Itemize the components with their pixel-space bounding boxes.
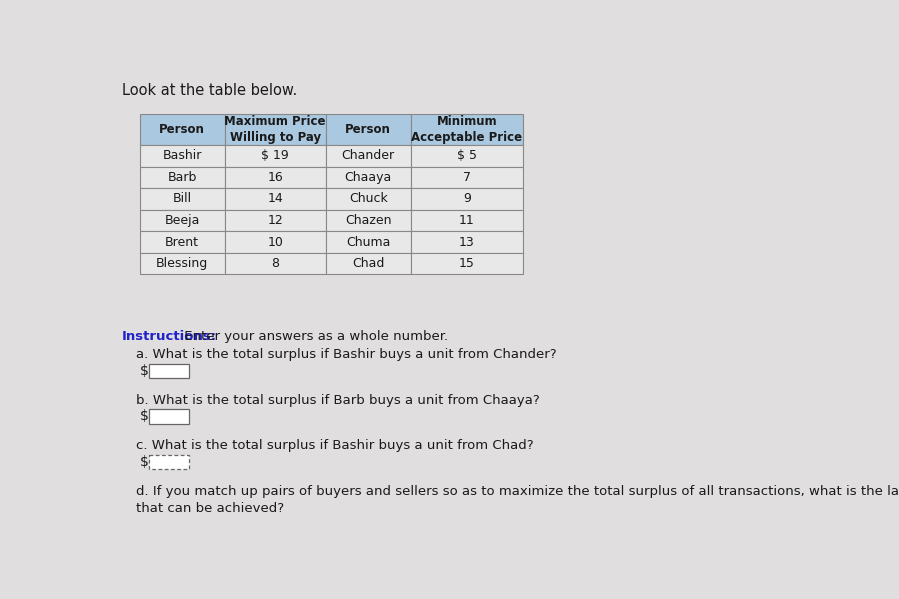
- Text: Minimum
Acceptable Price: Minimum Acceptable Price: [412, 115, 522, 144]
- Bar: [225, 231, 325, 253]
- Text: $ 19: $ 19: [262, 149, 289, 162]
- Text: Person: Person: [345, 123, 391, 136]
- Bar: [325, 114, 411, 145]
- Text: Chuck: Chuck: [349, 192, 387, 205]
- Bar: [411, 210, 523, 231]
- Bar: [225, 210, 325, 231]
- Bar: [225, 114, 325, 145]
- Text: 10: 10: [267, 235, 283, 249]
- Bar: [149, 455, 189, 469]
- Text: 16: 16: [267, 171, 283, 184]
- Text: $: $: [139, 410, 148, 423]
- Bar: [325, 188, 411, 210]
- Text: 7: 7: [463, 171, 471, 184]
- Text: 9: 9: [463, 192, 471, 205]
- Text: Blessing: Blessing: [156, 257, 209, 270]
- Bar: [411, 253, 523, 274]
- Bar: [411, 145, 523, 167]
- Bar: [325, 145, 411, 167]
- Bar: [139, 253, 225, 274]
- Bar: [139, 167, 225, 188]
- Text: Chaaya: Chaaya: [344, 171, 392, 184]
- Text: 8: 8: [271, 257, 279, 270]
- Bar: [411, 167, 523, 188]
- Text: b. What is the total surplus if Barb buys a unit from Chaaya?: b. What is the total surplus if Barb buy…: [136, 394, 539, 407]
- Text: Barb: Barb: [167, 171, 197, 184]
- Text: 11: 11: [459, 214, 475, 227]
- Text: d. If you match up pairs of buyers and sellers so as to maximize the total surpl: d. If you match up pairs of buyers and s…: [136, 485, 899, 515]
- Text: Chander: Chander: [342, 149, 395, 162]
- Text: $: $: [139, 364, 148, 378]
- Text: 14: 14: [267, 192, 283, 205]
- Bar: [139, 210, 225, 231]
- Text: Maximum Price
Willing to Pay: Maximum Price Willing to Pay: [225, 115, 325, 144]
- Bar: [149, 364, 189, 379]
- Bar: [225, 253, 325, 274]
- Text: Instructions:: Instructions:: [121, 330, 217, 343]
- Bar: [149, 409, 189, 423]
- Text: Bashir: Bashir: [163, 149, 201, 162]
- Text: Brent: Brent: [165, 235, 199, 249]
- Text: Chuma: Chuma: [346, 235, 390, 249]
- Bar: [325, 253, 411, 274]
- Text: Enter your answers as a whole number.: Enter your answers as a whole number.: [180, 330, 448, 343]
- Bar: [225, 167, 325, 188]
- Text: Chad: Chad: [352, 257, 384, 270]
- Text: 15: 15: [459, 257, 475, 270]
- Bar: [411, 114, 523, 145]
- Bar: [325, 210, 411, 231]
- Bar: [325, 167, 411, 188]
- Bar: [139, 188, 225, 210]
- Text: $: $: [139, 455, 148, 469]
- Bar: [411, 188, 523, 210]
- Text: Look at the table below.: Look at the table below.: [121, 83, 297, 98]
- Text: Beeja: Beeja: [165, 214, 200, 227]
- Text: Person: Person: [159, 123, 205, 136]
- Text: $ 5: $ 5: [457, 149, 477, 162]
- Text: a. What is the total surplus if Bashir buys a unit from Chander?: a. What is the total surplus if Bashir b…: [136, 348, 556, 361]
- Text: c. What is the total surplus if Bashir buys a unit from Chad?: c. What is the total surplus if Bashir b…: [136, 439, 533, 452]
- Text: 13: 13: [459, 235, 475, 249]
- Bar: [139, 145, 225, 167]
- Bar: [411, 231, 523, 253]
- Text: Bill: Bill: [173, 192, 191, 205]
- Bar: [225, 188, 325, 210]
- Bar: [225, 145, 325, 167]
- Bar: [139, 231, 225, 253]
- Bar: [139, 114, 225, 145]
- Text: 12: 12: [267, 214, 283, 227]
- Text: Chazen: Chazen: [345, 214, 391, 227]
- Bar: [325, 231, 411, 253]
